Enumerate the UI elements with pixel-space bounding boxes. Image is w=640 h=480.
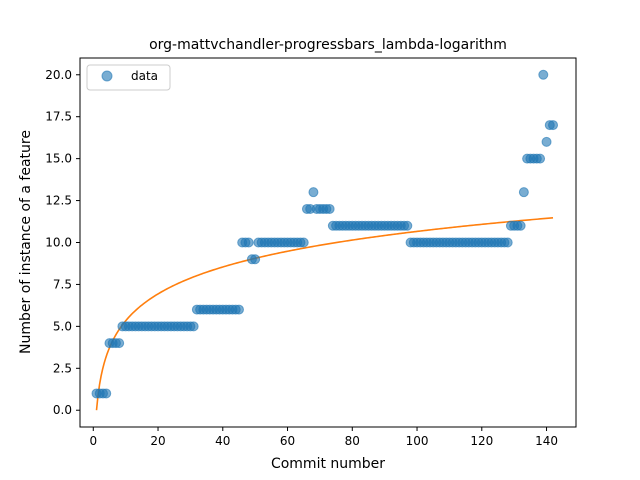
x-axis: 0 20 40 60 80 100 120 140 xyxy=(89,427,558,448)
data-point xyxy=(538,69,549,80)
y-axis-label: Number of instance of a feature xyxy=(18,130,34,354)
data-point xyxy=(402,220,413,231)
x-axis-label: Commit number xyxy=(271,456,385,472)
legend-marker xyxy=(101,70,113,82)
fit-line xyxy=(95,217,554,411)
x-tick-label: 20 xyxy=(150,434,165,448)
plot-area xyxy=(91,69,559,411)
y-tick-label: 10.0 xyxy=(45,236,72,250)
data-point xyxy=(188,321,199,332)
data-point xyxy=(515,220,526,231)
data-point xyxy=(250,254,261,265)
y-tick-label: 20.0 xyxy=(45,68,72,82)
data-point xyxy=(548,120,559,131)
data-point xyxy=(114,338,125,349)
x-tick-label: 120 xyxy=(470,434,493,448)
data-point xyxy=(233,304,244,315)
data-point xyxy=(298,237,309,248)
y-tick-label: 0.0 xyxy=(53,403,72,417)
y-tick-label: 2.5 xyxy=(53,361,72,375)
x-tick-label: 80 xyxy=(345,434,360,448)
legend: data xyxy=(86,64,171,91)
data-point xyxy=(502,237,513,248)
data-points-layer xyxy=(91,69,559,399)
fit-line-layer xyxy=(95,217,554,411)
data-point xyxy=(324,203,335,214)
y-tick-label: 7.5 xyxy=(53,277,72,291)
data-point xyxy=(535,153,546,164)
y-tick-label: 15.0 xyxy=(45,152,72,166)
y-tick-label: 17.5 xyxy=(45,110,72,124)
y-tick-label: 5.0 xyxy=(53,319,72,333)
x-tick-label: 60 xyxy=(280,434,295,448)
y-tick-label: 12.5 xyxy=(45,194,72,208)
legend-label-data: data xyxy=(131,69,158,83)
x-tick-label: 100 xyxy=(406,434,429,448)
x-tick-label: 0 xyxy=(89,434,97,448)
chart-title: org-mattvchandler-progressbars_lambda-lo… xyxy=(149,37,507,53)
data-point xyxy=(308,187,319,198)
y-axis: 0.0 2.5 5.0 7.5 10.0 12.5 15.0 17.5 20.0 xyxy=(45,68,80,417)
data-point xyxy=(518,187,529,198)
data-point xyxy=(243,237,254,248)
data-point xyxy=(541,136,552,147)
x-tick-label: 40 xyxy=(215,434,230,448)
x-tick-label: 140 xyxy=(535,434,558,448)
data-point xyxy=(101,388,112,399)
